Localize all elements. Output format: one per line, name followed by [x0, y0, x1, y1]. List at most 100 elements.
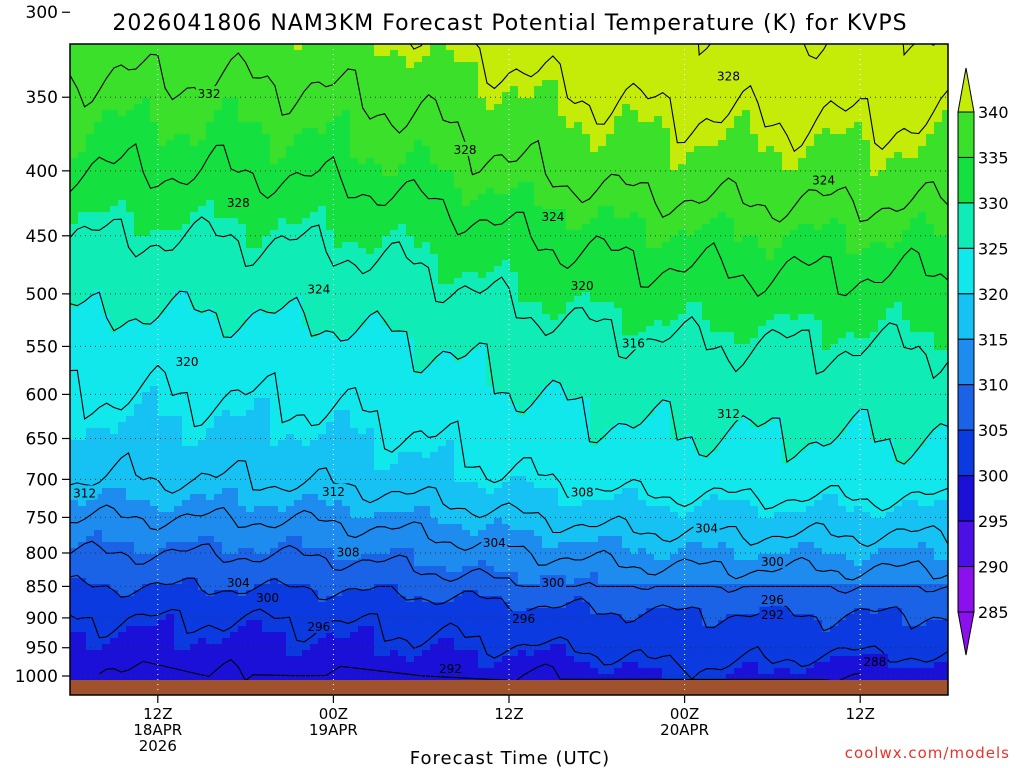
contour-fill-cell — [302, 470, 311, 477]
contour-fill-cell — [334, 260, 343, 267]
contour-fill-cell — [342, 410, 351, 417]
contour-fill-cell — [278, 596, 287, 603]
contour-fill-cell — [398, 218, 407, 225]
contour-fill-cell — [334, 128, 343, 135]
contour-fill-cell — [94, 368, 103, 375]
contour-fill-cell — [102, 464, 111, 471]
contour-fill-cell — [214, 266, 223, 273]
contour-fill-cell — [238, 560, 247, 567]
contour-fill-cell — [350, 98, 359, 105]
contour-fill-cell — [86, 284, 95, 291]
contour-fill-cell — [398, 632, 407, 639]
contour-fill-cell — [286, 440, 295, 447]
contour-fill-cell — [230, 638, 239, 645]
contour-fill-cell — [158, 674, 167, 681]
contour-fill-cell — [78, 614, 87, 621]
contour-fill-cell — [294, 212, 303, 219]
contour-fill-cell — [302, 242, 311, 249]
contour-fill-cell — [430, 224, 439, 231]
contour-fill-cell — [302, 650, 311, 657]
contour-fill-cell — [318, 338, 327, 345]
contour-fill-cell — [110, 68, 119, 75]
contour-fill-cell — [334, 632, 343, 639]
contour-fill-cell — [118, 386, 127, 393]
contour-fill-cell — [150, 530, 159, 537]
contour-fill-cell — [198, 566, 207, 573]
contour-fill-cell — [110, 668, 119, 675]
contour-fill-cell — [390, 140, 399, 147]
contour-fill-cell — [374, 596, 383, 603]
contour-fill-cell — [150, 386, 159, 393]
contour-fill-cell — [126, 434, 135, 441]
contour-fill-cell — [142, 530, 151, 537]
contour-fill-cell — [222, 638, 231, 645]
contour-fill-cell — [430, 518, 439, 525]
contour-fill-cell — [230, 272, 239, 279]
contour-fill-cell — [374, 452, 383, 459]
contour-fill-cell — [254, 374, 263, 381]
contour-fill-cell — [246, 512, 255, 519]
contour-fill-cell — [134, 620, 143, 627]
contour-fill-cell — [406, 68, 415, 75]
contour-fill-cell — [78, 578, 87, 585]
contour-fill-cell — [150, 314, 159, 321]
contour-fill-cell — [150, 380, 159, 387]
contour-fill-cell — [118, 332, 127, 339]
contour-fill-cell — [342, 110, 351, 117]
contour-fill-cell — [198, 368, 207, 375]
contour-fill-cell — [294, 530, 303, 537]
contour-fill-cell — [118, 116, 127, 123]
contour-fill-cell — [262, 224, 271, 231]
contour-fill-cell — [206, 566, 215, 573]
contour-fill-cell — [214, 368, 223, 375]
contour-fill-cell — [422, 668, 431, 675]
contour-fill-cell — [326, 272, 335, 279]
contour-fill-cell — [422, 362, 431, 369]
contour-fill-cell — [190, 122, 199, 129]
contour-fill-cell — [406, 158, 415, 165]
contour-fill-cell — [286, 302, 295, 309]
contour-fill-cell — [174, 254, 183, 261]
contour-fill-cell — [110, 224, 119, 231]
contour-fill-cell — [174, 500, 183, 507]
contour-fill-cell — [70, 194, 79, 201]
contour-fill-cell — [142, 458, 151, 465]
contour-fill-cell — [326, 278, 335, 285]
contour-fill-cell — [278, 416, 287, 423]
contour-fill-cell — [118, 554, 127, 561]
contour-fill-cell — [254, 308, 263, 315]
contour-fill-cell — [118, 338, 127, 345]
contour-fill-cell — [278, 494, 287, 501]
contour-fill-cell — [190, 608, 199, 615]
contour-fill-cell — [382, 176, 391, 183]
contour-fill-cell — [86, 320, 95, 327]
contour-fill-cell — [262, 512, 271, 519]
contour-fill-cell — [302, 326, 311, 333]
contour-fill-cell — [278, 314, 287, 321]
contour-fill-cell — [406, 584, 415, 591]
contour-fill-cell — [302, 200, 311, 207]
contour-fill-cell — [350, 530, 359, 537]
contour-fill-cell — [158, 296, 167, 303]
contour-fill-cell — [134, 596, 143, 603]
contour-fill-cell — [350, 188, 359, 195]
contour-fill-cell — [222, 554, 231, 561]
contour-fill-cell — [286, 512, 295, 519]
contour-fill-cell — [382, 662, 391, 669]
contour-fill-cell — [318, 152, 327, 159]
contour-fill-cell — [86, 584, 95, 591]
contour-fill-cell — [286, 422, 295, 429]
contour-fill-cell — [398, 338, 407, 345]
contour-fill-cell — [318, 590, 327, 597]
contour-fill-cell — [102, 176, 111, 183]
contour-fill-cell — [334, 602, 343, 609]
contour-fill-cell — [214, 56, 223, 63]
contour-fill-cell — [270, 380, 279, 387]
contour-fill-cell — [198, 620, 207, 627]
contour-fill-cell — [278, 68, 287, 75]
contour-fill-cell — [102, 188, 111, 195]
contour-fill-cell — [262, 452, 271, 459]
contour-fill-cell — [70, 188, 79, 195]
contour-fill-cell — [246, 122, 255, 129]
